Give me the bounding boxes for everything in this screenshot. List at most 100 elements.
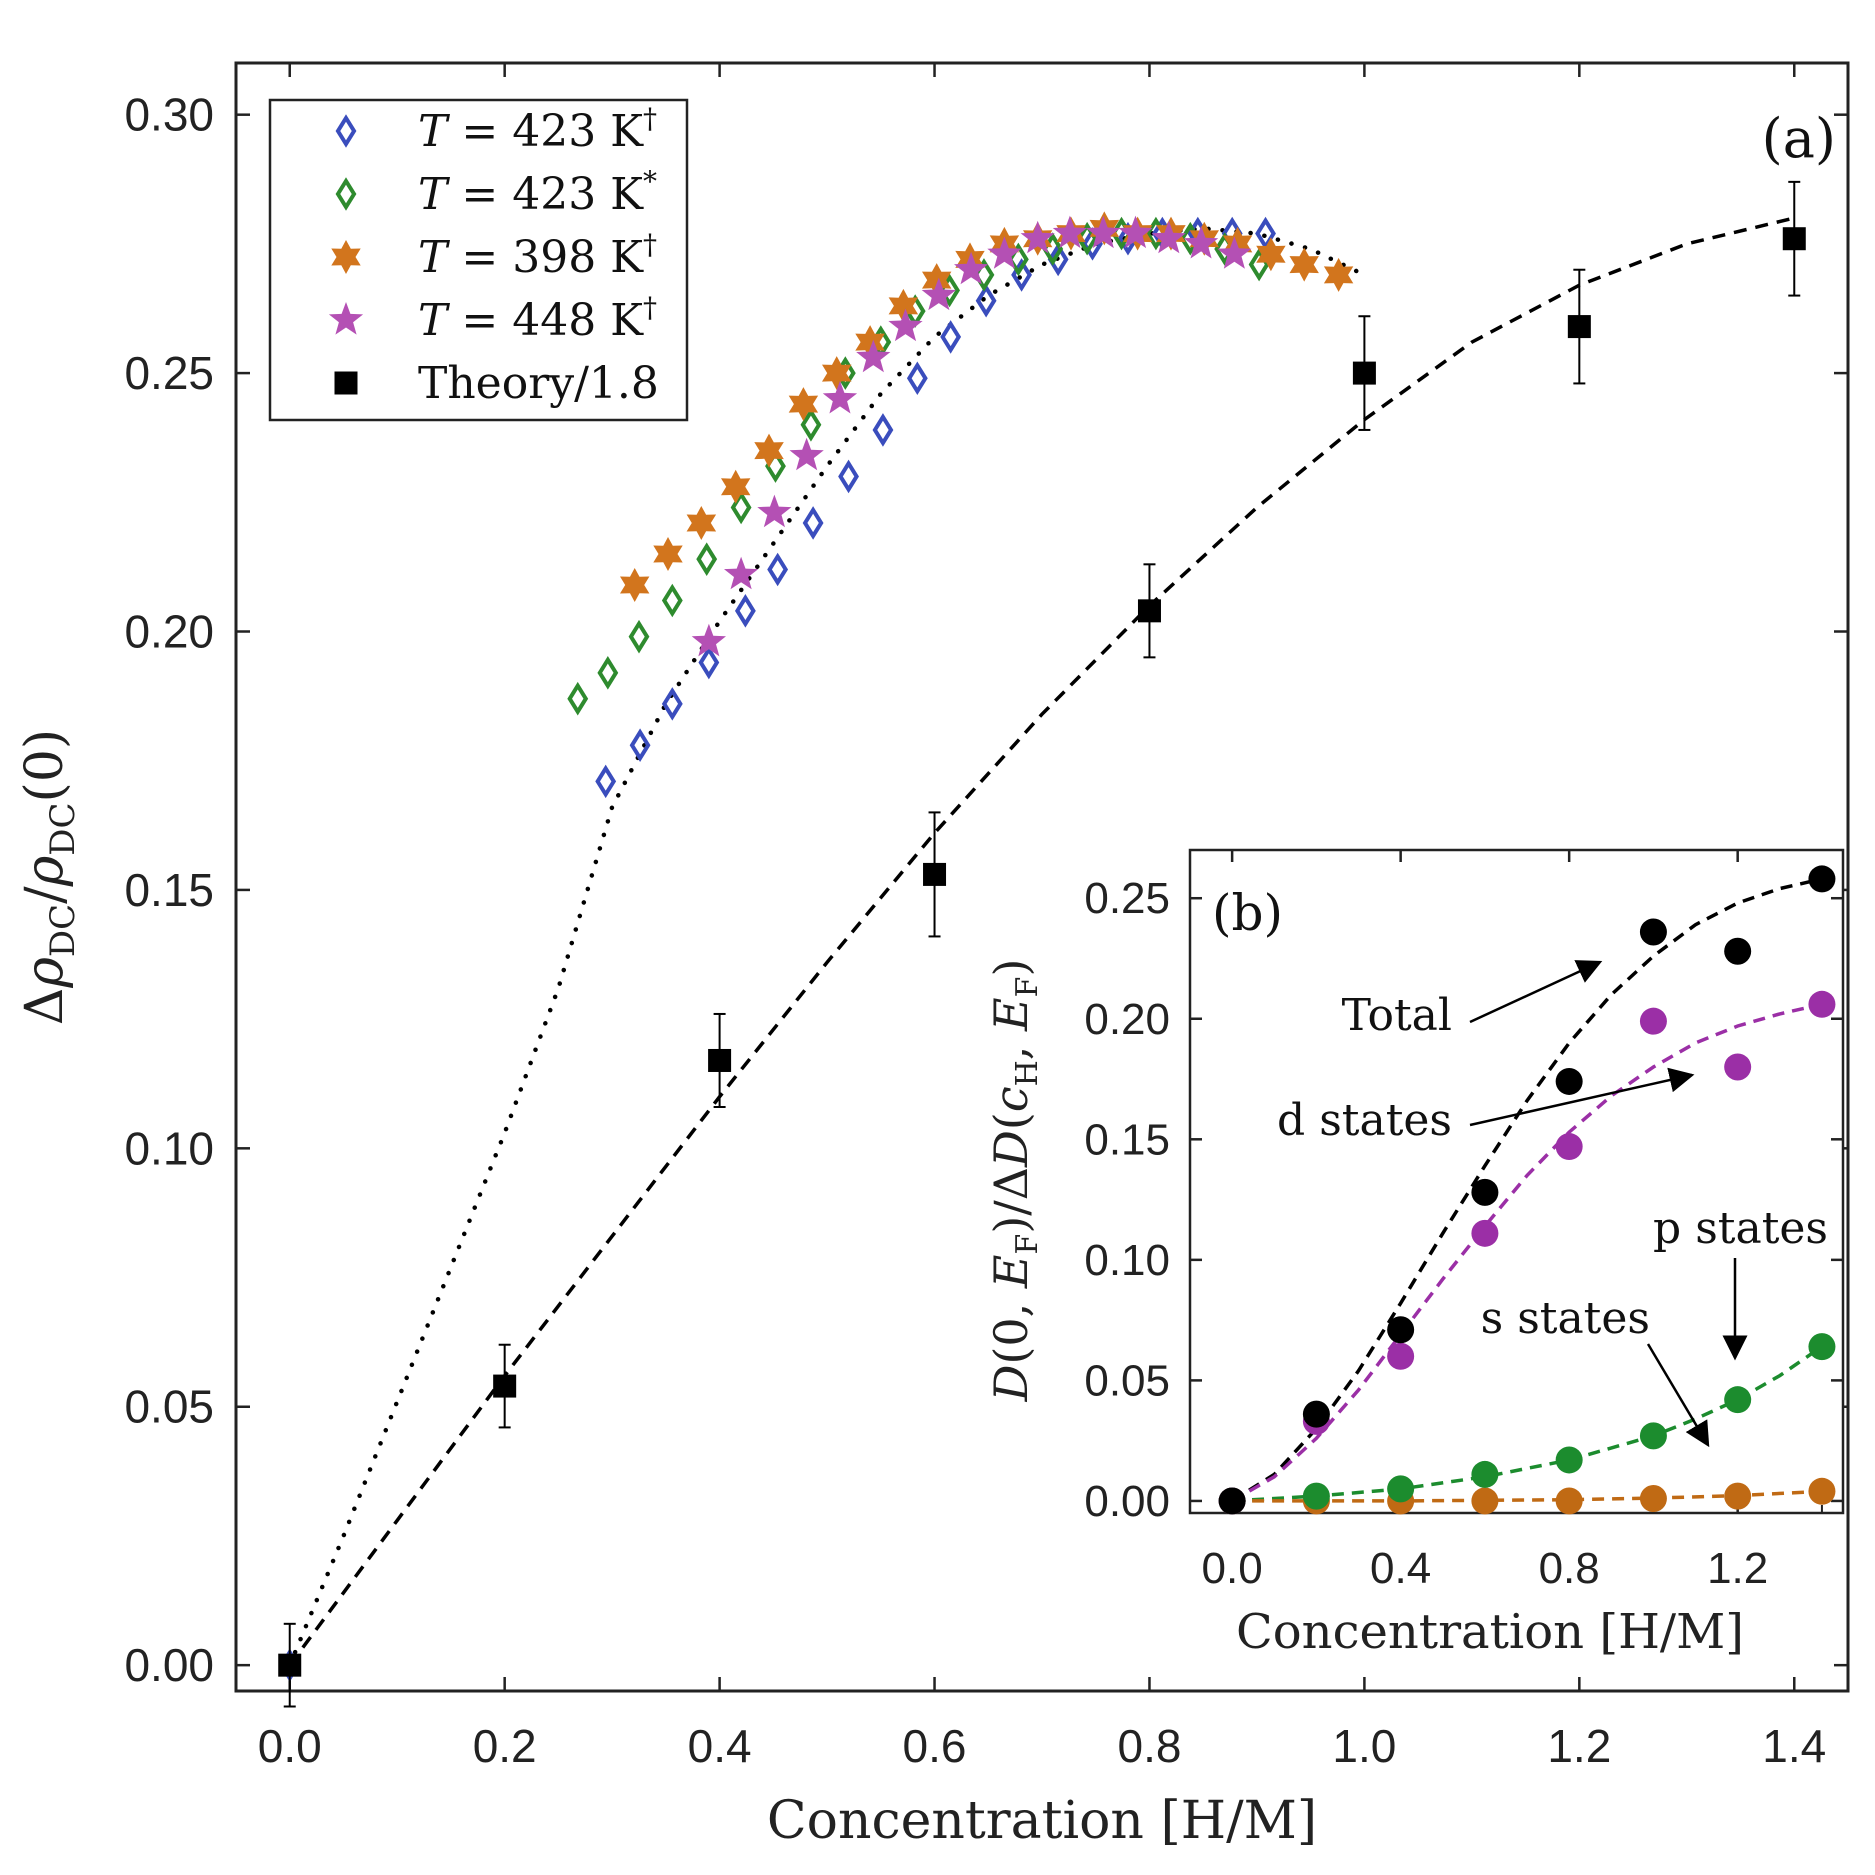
- data-point: [708, 1048, 732, 1072]
- inset-data-point: [1302, 1400, 1330, 1428]
- data-point: [595, 764, 617, 799]
- data-point: [1183, 225, 1219, 259]
- data-point: [698, 645, 720, 680]
- data-point: [1020, 220, 1055, 254]
- inset-data-point: [1724, 1053, 1752, 1081]
- inset-data-point: [1471, 1219, 1499, 1247]
- inset-data-point: [1639, 1485, 1667, 1513]
- inset-y-tick-label: 0.00: [1084, 1477, 1170, 1526]
- data-point: [888, 288, 919, 323]
- inset-data-point: [1387, 1342, 1415, 1370]
- data-point: [1217, 236, 1252, 269]
- data-point: [822, 356, 852, 391]
- data-point: [597, 656, 619, 690]
- inset-x-tick-label: 1.2: [1707, 1544, 1768, 1593]
- legend-marker-1: [335, 177, 357, 211]
- main-axis-ticks: 0.0 0.2 0.4 0.6 0.8 1.0 1.2 1.4 0.00 0.05 0.10 0.15…: [124, 63, 1848, 1772]
- data-point: [1118, 215, 1153, 249]
- data-point: [661, 583, 683, 618]
- series-4: [278, 180, 1806, 1708]
- inset-data-point: [1808, 865, 1836, 893]
- data-point: [975, 283, 997, 318]
- legend-marker-2: [331, 240, 361, 274]
- annotation-d-states: d states: [1277, 1095, 1452, 1146]
- data-point: [1047, 242, 1069, 277]
- data-point: [653, 537, 683, 571]
- data-point: [888, 308, 923, 342]
- inset-data-point: [1471, 1178, 1499, 1206]
- legend-label-4: Theory/1.8: [418, 358, 659, 409]
- main-plot-frame: [234, 61, 1850, 1693]
- data-point: [567, 681, 589, 716]
- arrow-total: [1469, 960, 1603, 1024]
- legend-label-0: T = 423 K†: [418, 102, 657, 157]
- data-point: [620, 568, 650, 602]
- inset-fit-1: [1231, 1002, 1823, 1503]
- inset-data-point: [1639, 918, 1667, 946]
- inset-data-point: [1387, 1316, 1415, 1344]
- legend-marker-4: [334, 371, 358, 395]
- data-point: [1352, 361, 1376, 385]
- inset-data-point: [1808, 1477, 1836, 1505]
- y-tick-label: 0.05: [124, 1381, 214, 1433]
- panel-a-label: (a): [1762, 107, 1836, 170]
- data-point: [1086, 215, 1121, 249]
- inset-y-tick-label: 0.25: [1084, 874, 1170, 923]
- data-point: [855, 325, 885, 360]
- inset-data-point: [1302, 1482, 1330, 1510]
- data-point: [724, 556, 759, 590]
- legend-label-2: T = 398 K†: [418, 228, 657, 283]
- annotation-total: Total: [1342, 990, 1452, 1041]
- inset-data-point: [1555, 1133, 1583, 1161]
- y-tick-label: 0.25: [124, 347, 214, 399]
- inset-data-point: [1724, 937, 1752, 965]
- data-point: [921, 277, 956, 311]
- legend-label-3: T = 448 K†: [418, 291, 657, 346]
- main-x-axis-title: Concentration [H/M]: [767, 1791, 1317, 1851]
- x-tick-label: 0.2: [473, 1720, 537, 1772]
- dotted-fit-line: [287, 226, 1367, 1668]
- data-point: [661, 687, 683, 721]
- data-point: [1567, 315, 1591, 339]
- inset-data-point: [1724, 1482, 1752, 1510]
- data-point: [493, 1374, 517, 1398]
- data-point: [767, 552, 789, 587]
- inset-series-2: [1218, 1333, 1836, 1515]
- inset-data-point: [1218, 1487, 1246, 1515]
- data-point: [789, 437, 824, 471]
- data-point: [1323, 257, 1354, 292]
- data-point: [734, 594, 756, 628]
- inset-data-point: [1555, 1446, 1583, 1474]
- y-tick-label: 0.10: [124, 1122, 214, 1174]
- inset-data-point: [1639, 1007, 1667, 1035]
- data-point: [1222, 226, 1253, 261]
- main-y-axis-title: ΔρDC/ρDC(0): [15, 729, 83, 1025]
- arrow-d-states: [1469, 1067, 1695, 1127]
- inset-data-point: [1555, 1067, 1583, 1095]
- inset-axis-ticks: 0.0 0.4 0.8 1.2 0.00 0.05 0.10 0.15 0.20 0.25: [1084, 850, 1843, 1593]
- inset-data-point: [1471, 1487, 1499, 1515]
- inset-x-tick-label: 0.8: [1539, 1544, 1600, 1593]
- data-point: [822, 380, 858, 414]
- data-point: [954, 251, 989, 285]
- x-tick-label: 1.4: [1762, 1720, 1826, 1772]
- legend-marker-3: [328, 302, 364, 335]
- inset-data-point: [1555, 1487, 1583, 1515]
- inset-fit-3: [1232, 1489, 1822, 1503]
- inset-y-tick-label: 0.20: [1084, 995, 1170, 1044]
- data-point: [686, 506, 717, 540]
- data-point: [838, 459, 859, 494]
- y-tick-label: 0.30: [124, 89, 214, 141]
- inset-series-0: [1218, 865, 1836, 1515]
- x-tick-label: 0.8: [1117, 1720, 1181, 1772]
- data-point: [940, 320, 962, 354]
- data-point: [800, 407, 822, 442]
- x-tick-label: 1.0: [1332, 1720, 1396, 1772]
- data-point: [757, 494, 792, 528]
- inset-data-point: [1471, 1460, 1499, 1488]
- data-point: [788, 387, 819, 422]
- data-point: [923, 862, 947, 886]
- data-point: [1151, 220, 1186, 254]
- inset-fit-lines: [1231, 877, 1823, 1503]
